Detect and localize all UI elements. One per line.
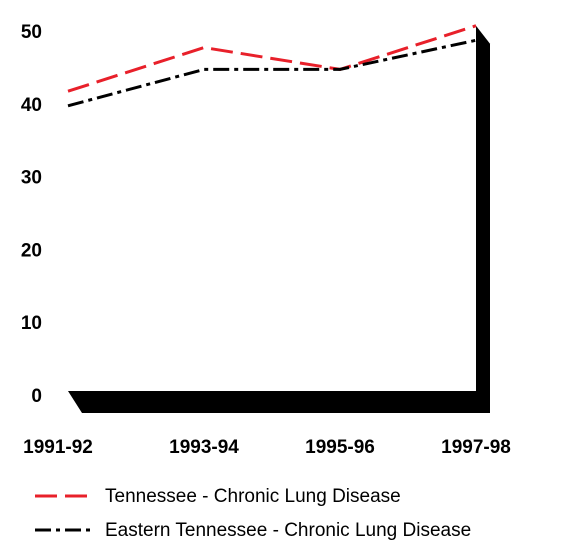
x-tick-label: 1993-94 (169, 437, 239, 458)
x-tick-label: 1991-92 (23, 437, 93, 458)
plot-shadow (68, 25, 490, 413)
series-line (67, 24, 477, 93)
legend-label: Eastern Tennessee - Chronic Lung Disease (105, 520, 471, 541)
x-tick-label: 1997-98 (441, 437, 511, 458)
y-tick-label: 0 (31, 386, 42, 407)
y-tick-label: 50 (21, 22, 42, 43)
x-tick-label: 1995-96 (305, 437, 375, 458)
series-line (67, 38, 477, 108)
y-tick-label: 30 (21, 168, 42, 189)
y-tick-label: 20 (21, 240, 42, 261)
floor-shadow (68, 391, 490, 413)
y-tick-label: 10 (21, 313, 42, 334)
wall-shadow (476, 25, 490, 413)
legend-label: Tennessee - Chronic Lung Disease (105, 486, 401, 507)
y-tick-label: 40 (21, 95, 42, 116)
